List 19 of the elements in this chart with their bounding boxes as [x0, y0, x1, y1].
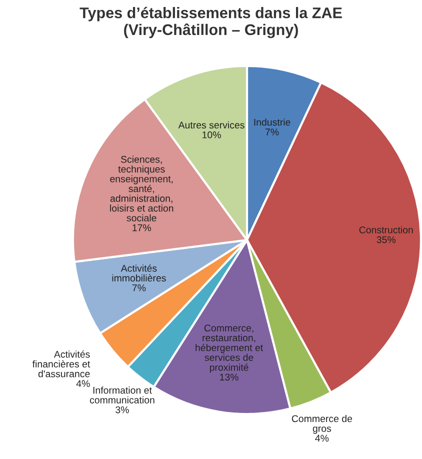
slice-label: Activités immobilières	[112, 264, 166, 282]
data-label: 7%	[132, 284, 146, 292]
data-label: 13%	[220, 374, 238, 381]
data-label: 3%	[116, 406, 129, 414]
slice-label: Industrie	[254, 118, 290, 126]
slice-label: Autres services	[178, 121, 244, 129]
slice-label: Commerce de gros	[292, 414, 352, 434]
data-label: 10%	[202, 131, 221, 138]
slice-label: Commerce, restauration, hébergement et services de proximité	[196, 324, 264, 373]
data-label: 7%	[266, 128, 279, 136]
slice-label: Sciences, techniques enseignement, santé, administration, loisirs et action sociale	[110, 156, 174, 222]
slice-label: Construction	[359, 226, 413, 234]
data-label: 4%	[315, 434, 329, 442]
slice-label: Information et communication	[90, 386, 154, 404]
chart-title: Types d’établissements dans la ZAE (Viry-Châtillon – Grigny)	[80, 6, 342, 38]
data-label: 17%	[132, 224, 151, 232]
data-label: 35%	[376, 236, 396, 244]
slice-label: Activités financières et d'assurance	[32, 350, 90, 378]
data-label: 4%	[76, 380, 90, 387]
